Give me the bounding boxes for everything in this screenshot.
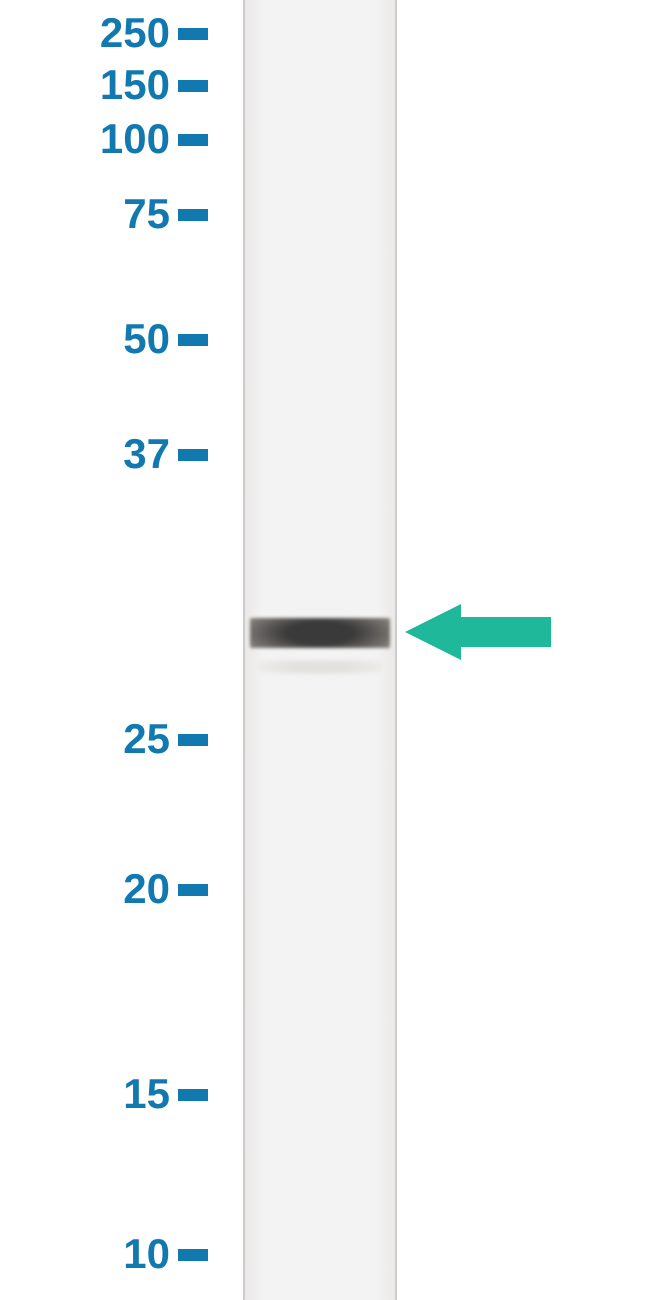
ladder-label-20: 20	[123, 865, 170, 913]
arrow-head-icon	[405, 604, 461, 660]
faint-band-1	[258, 660, 382, 674]
ladder-label-37: 37	[123, 430, 170, 478]
ladder-tick-250	[178, 28, 208, 40]
ladder-label-25: 25	[123, 715, 170, 763]
ladder-tick-37	[178, 449, 208, 461]
western-blot-figure: 250150 100 75 50 37 25 20 15 10	[0, 0, 650, 1300]
ladder-label-15: 15	[123, 1070, 170, 1118]
ladder-tick-100	[178, 134, 208, 146]
lane-border-right	[395, 0, 397, 1300]
ladder-tick-150	[178, 80, 208, 92]
ladder-label-100: 100	[100, 115, 170, 163]
ladder-tick-50	[178, 334, 208, 346]
blot-lane	[245, 0, 395, 1300]
ladder-tick-75	[178, 209, 208, 221]
ladder-label-250: 250	[100, 9, 170, 57]
ladder-tick-25	[178, 734, 208, 746]
primary-band	[250, 618, 390, 648]
ladder-tick-10	[178, 1249, 208, 1261]
arrow-shaft	[461, 617, 551, 647]
ladder-label-150: 150	[100, 61, 170, 109]
ladder-label-10: 10	[123, 1230, 170, 1278]
ladder-tick-15	[178, 1089, 208, 1101]
ladder-tick-20	[178, 884, 208, 896]
lane-border-left	[243, 0, 245, 1300]
ladder-label-75: 75	[123, 190, 170, 238]
ladder-label-50: 50	[123, 315, 170, 363]
indicator-arrow	[405, 604, 551, 660]
